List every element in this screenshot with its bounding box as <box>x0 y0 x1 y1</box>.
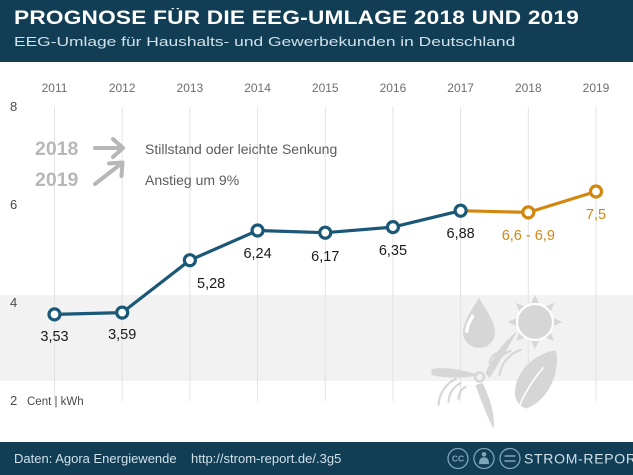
svg-text:STROM-REPORT: STROM-REPORT <box>524 451 633 467</box>
svg-text:2015: 2015 <box>312 81 339 95</box>
svg-text:6,24: 6,24 <box>243 246 271 262</box>
svg-text:Cent | kWh: Cent | kWh <box>27 396 84 408</box>
svg-text:6,6 - 6,9: 6,6 - 6,9 <box>502 228 555 244</box>
svg-text:8: 8 <box>10 99 17 114</box>
svg-text:5,28: 5,28 <box>197 276 225 292</box>
svg-text:2014: 2014 <box>244 81 271 95</box>
svg-text:4: 4 <box>10 295 17 310</box>
svg-text:3,53: 3,53 <box>40 329 68 345</box>
svg-text:Daten: Agora Energiewende: Daten: Agora Energiewende <box>14 451 177 466</box>
svg-text:Anstieg um 9%: Anstieg um 9% <box>145 172 239 188</box>
svg-text:2011: 2011 <box>42 81 68 95</box>
svg-text:7,5: 7,5 <box>586 207 606 223</box>
svg-text:2016: 2016 <box>380 81 407 95</box>
svg-text:6,88: 6,88 <box>447 226 475 242</box>
svg-text:2013: 2013 <box>177 81 204 95</box>
svg-text:6: 6 <box>10 197 17 212</box>
svg-text:Stillstand oder leichte Senkun: Stillstand oder leichte Senkung <box>145 141 337 157</box>
svg-text:2018: 2018 <box>35 138 79 160</box>
svg-text:2017: 2017 <box>447 81 474 95</box>
svg-text:2018: 2018 <box>515 81 542 95</box>
svg-text:http://strom-report.de/.3g5: http://strom-report.de/.3g5 <box>191 451 341 466</box>
svg-text:2019: 2019 <box>35 169 79 191</box>
svg-text:6,17: 6,17 <box>311 249 339 265</box>
svg-text:2019: 2019 <box>583 81 610 95</box>
svg-text:6,35: 6,35 <box>379 243 407 259</box>
svg-text:2012: 2012 <box>109 81 136 95</box>
svg-text:3,59: 3,59 <box>108 327 136 343</box>
svg-text:2: 2 <box>10 393 17 408</box>
svg-text:CC: CC <box>452 453 464 463</box>
